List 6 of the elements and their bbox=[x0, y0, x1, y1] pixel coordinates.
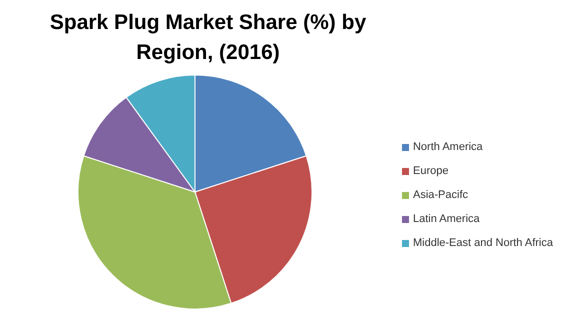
legend-label: North America bbox=[412, 141, 483, 153]
legend-label: Europe bbox=[412, 165, 448, 177]
legend-label: Latin America bbox=[412, 213, 480, 225]
legend-label: Asia-Pacifc bbox=[412, 189, 468, 201]
chart-title: Spark Plug Market Share (%) by Region, (2016) bbox=[48, 10, 368, 66]
legend-label: Middle-East and North Africa bbox=[412, 237, 553, 249]
